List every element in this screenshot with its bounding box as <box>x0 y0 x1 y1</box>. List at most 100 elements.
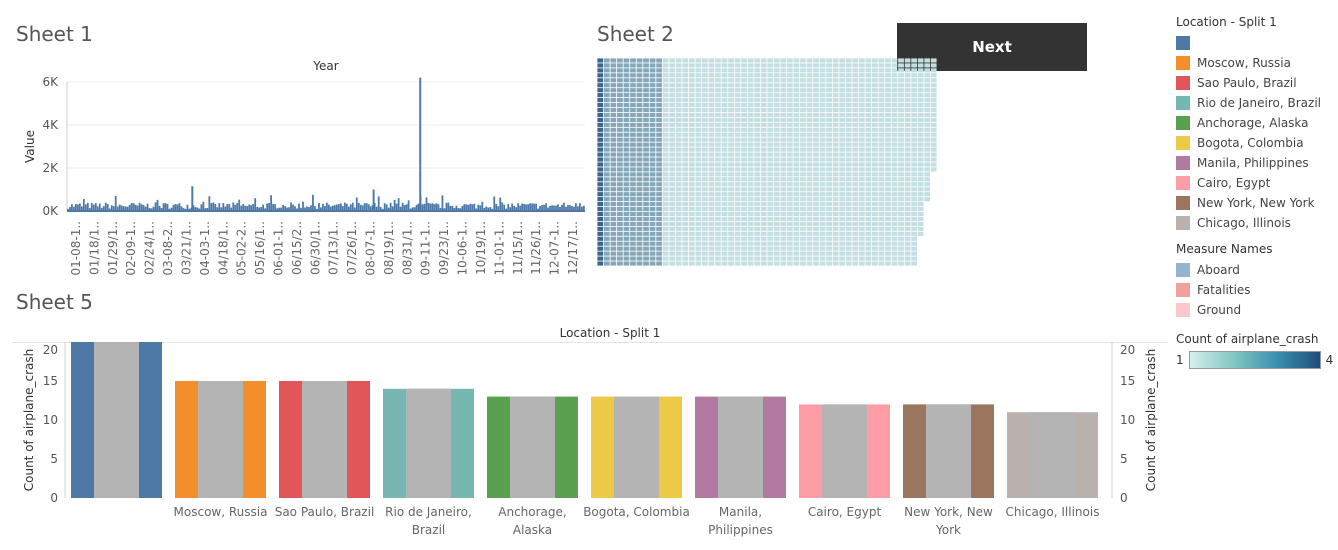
heatmap-cell[interactable] <box>682 58 689 63</box>
heatmap-cell[interactable] <box>649 102 656 108</box>
heatmap-cell[interactable] <box>800 256 806 261</box>
heatmap-cell[interactable] <box>715 112 721 118</box>
heatmap-cell[interactable] <box>800 187 806 192</box>
heatmap-cell[interactable] <box>891 83 898 88</box>
heatmap-cell[interactable] <box>721 127 728 132</box>
heatmap-cell[interactable] <box>643 162 649 167</box>
heatmap-cell[interactable] <box>800 73 806 78</box>
chart1-bar[interactable] <box>551 205 553 211</box>
heatmap-cell[interactable] <box>878 231 885 236</box>
heatmap-cell[interactable] <box>715 157 721 162</box>
heatmap-cell[interactable] <box>787 88 793 93</box>
heatmap-cell[interactable] <box>734 192 741 197</box>
heatmap-cell[interactable] <box>845 202 852 207</box>
heatmap-cell[interactable] <box>734 58 741 63</box>
heatmap-cell[interactable] <box>630 226 636 231</box>
heatmap-cell[interactable] <box>760 88 767 93</box>
heatmap-cell[interactable] <box>610 112 617 118</box>
heatmap-cell[interactable] <box>630 187 636 192</box>
heatmap-cell[interactable] <box>930 127 937 132</box>
chart1-bar[interactable] <box>357 202 360 211</box>
heatmap-cell[interactable] <box>682 261 689 266</box>
heatmap-cell[interactable] <box>891 187 898 192</box>
heatmap-cell[interactable] <box>793 177 800 182</box>
heatmap-cell[interactable] <box>806 236 813 241</box>
heatmap-cell[interactable] <box>747 117 754 122</box>
heatmap-cell[interactable] <box>904 187 911 192</box>
chart1-bar[interactable] <box>308 207 310 211</box>
heatmap-cell[interactable] <box>747 93 754 98</box>
heatmap-cell[interactable] <box>734 167 741 172</box>
heatmap-cell[interactable] <box>858 182 865 187</box>
heatmap-cell[interactable] <box>610 221 617 226</box>
heatmap-cell[interactable] <box>780 172 787 177</box>
heatmap-cell[interactable] <box>845 162 852 167</box>
heatmap-cell[interactable] <box>806 102 813 108</box>
chart1-bar[interactable] <box>503 204 506 211</box>
heatmap-cell[interactable] <box>636 197 643 202</box>
chart1-bar[interactable] <box>437 204 440 211</box>
chart1-bar[interactable] <box>395 203 398 211</box>
heatmap-cell[interactable] <box>872 251 878 256</box>
heatmap-cell[interactable] <box>741 147 747 152</box>
heatmap-cell[interactable] <box>747 187 754 192</box>
heatmap-cell[interactable] <box>597 102 604 108</box>
heatmap-cell[interactable] <box>885 157 891 162</box>
heatmap-cell[interactable] <box>767 137 774 142</box>
heatmap-cell[interactable] <box>917 142 924 147</box>
heatmap-cell[interactable] <box>728 127 734 132</box>
heatmap-cell[interactable] <box>813 211 819 217</box>
heatmap-cell[interactable] <box>721 177 728 182</box>
heatmap-cell[interactable] <box>845 251 852 256</box>
heatmap-cell[interactable] <box>872 187 878 192</box>
heatmap-cell[interactable] <box>780 147 787 152</box>
heatmap-cell[interactable] <box>904 202 911 207</box>
heatmap-cell[interactable] <box>878 177 885 182</box>
heatmap-cell[interactable] <box>845 152 852 157</box>
chart1-bar[interactable] <box>174 204 177 211</box>
heatmap-cell[interactable] <box>721 197 728 202</box>
heatmap-cell[interactable] <box>597 122 604 127</box>
heatmap-cell[interactable] <box>702 241 708 246</box>
heatmap-cell[interactable] <box>885 226 891 231</box>
heatmap-cell[interactable] <box>924 98 931 103</box>
heatmap-cell[interactable] <box>891 132 898 137</box>
heatmap-cell[interactable] <box>636 127 643 132</box>
heatmap-cell[interactable] <box>917 63 924 68</box>
heatmap-cell[interactable] <box>603 202 610 207</box>
heatmap-cell[interactable] <box>800 192 806 197</box>
heatmap-cell[interactable] <box>734 206 741 212</box>
heatmap-cell[interactable] <box>610 117 617 122</box>
heatmap-cell[interactable] <box>826 177 832 182</box>
heatmap-cell[interactable] <box>878 162 885 167</box>
heatmap-cell[interactable] <box>708 206 715 212</box>
chart5-bar-overlay[interactable] <box>614 396 659 498</box>
chart1-bar[interactable] <box>126 206 129 211</box>
heatmap-cell[interactable] <box>878 73 885 78</box>
heatmap-cell[interactable] <box>878 137 885 142</box>
heatmap-cell[interactable] <box>623 197 630 202</box>
chart1-bar[interactable] <box>168 208 171 211</box>
heatmap-cell[interactable] <box>832 107 839 113</box>
heatmap-cell[interactable] <box>630 78 636 83</box>
heatmap-cell[interactable] <box>603 251 610 256</box>
heatmap-cell[interactable] <box>858 152 865 157</box>
heatmap-cell[interactable] <box>695 93 702 98</box>
heatmap-cell[interactable] <box>754 157 761 162</box>
heatmap-cell[interactable] <box>832 83 839 88</box>
heatmap-cell[interactable] <box>793 182 800 187</box>
heatmap-cell[interactable] <box>603 157 610 162</box>
heatmap-cell[interactable] <box>793 127 800 132</box>
heatmap-cell[interactable] <box>649 142 656 147</box>
heatmap-cell[interactable] <box>636 152 643 157</box>
heatmap-cell[interactable] <box>643 221 649 226</box>
heatmap-cell[interactable] <box>813 167 819 172</box>
heatmap-cell[interactable] <box>878 88 885 93</box>
heatmap-cell[interactable] <box>800 112 806 118</box>
heatmap-cell[interactable] <box>630 221 636 226</box>
heatmap-cell[interactable] <box>728 137 734 142</box>
chart1-bar[interactable] <box>196 207 199 211</box>
chart1-bar[interactable] <box>244 205 247 211</box>
heatmap-cell[interactable] <box>773 93 780 98</box>
heatmap-cell[interactable] <box>741 221 747 226</box>
